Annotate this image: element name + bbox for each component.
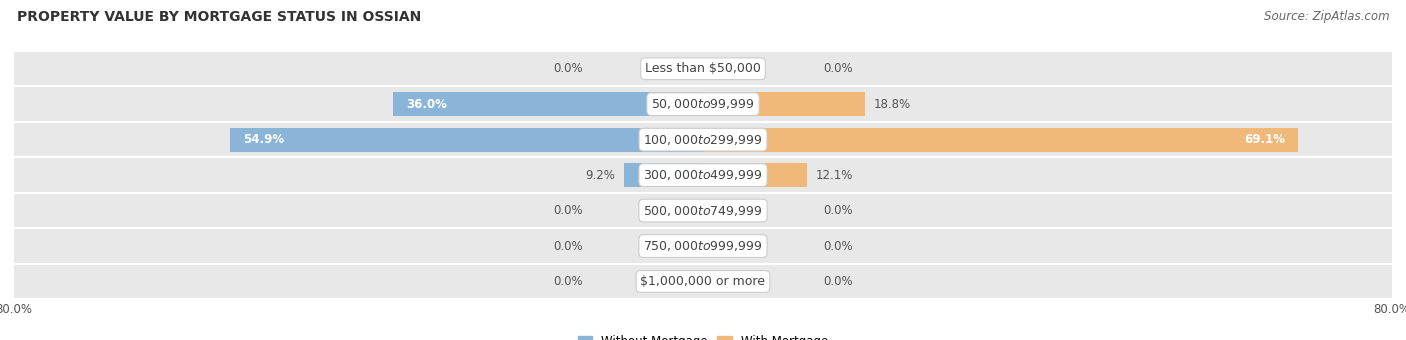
Legend: Without Mortgage, With Mortgage: Without Mortgage, With Mortgage	[578, 335, 828, 340]
Text: 54.9%: 54.9%	[243, 133, 284, 146]
Bar	[14, 51, 1392, 86]
Text: 0.0%: 0.0%	[553, 239, 582, 253]
Text: 0.0%: 0.0%	[824, 275, 853, 288]
Text: 0.0%: 0.0%	[553, 204, 582, 217]
Text: PROPERTY VALUE BY MORTGAGE STATUS IN OSSIAN: PROPERTY VALUE BY MORTGAGE STATUS IN OSS…	[17, 10, 422, 24]
Text: $300,000 to $499,999: $300,000 to $499,999	[644, 168, 762, 182]
Bar	[14, 86, 1392, 122]
Bar	[14, 157, 1392, 193]
Bar	[14, 228, 1392, 264]
Bar	[231, 128, 703, 152]
Bar	[14, 193, 1392, 228]
Text: Source: ZipAtlas.com: Source: ZipAtlas.com	[1264, 10, 1389, 23]
Text: 0.0%: 0.0%	[824, 239, 853, 253]
Bar	[14, 122, 1392, 157]
Bar	[14, 264, 1392, 299]
Bar	[703, 128, 1298, 152]
Text: 0.0%: 0.0%	[824, 62, 853, 75]
Bar	[392, 92, 703, 116]
Text: 36.0%: 36.0%	[406, 98, 447, 111]
Text: 9.2%: 9.2%	[585, 169, 616, 182]
Text: $100,000 to $299,999: $100,000 to $299,999	[644, 133, 762, 147]
Text: 12.1%: 12.1%	[815, 169, 853, 182]
Bar	[624, 163, 703, 187]
Text: 0.0%: 0.0%	[553, 62, 582, 75]
Bar	[703, 92, 865, 116]
Text: $750,000 to $999,999: $750,000 to $999,999	[644, 239, 762, 253]
Text: $50,000 to $99,999: $50,000 to $99,999	[651, 97, 755, 111]
Text: 0.0%: 0.0%	[824, 204, 853, 217]
Text: $1,000,000 or more: $1,000,000 or more	[641, 275, 765, 288]
Text: 69.1%: 69.1%	[1244, 133, 1285, 146]
Text: $500,000 to $749,999: $500,000 to $749,999	[644, 204, 762, 218]
Text: Less than $50,000: Less than $50,000	[645, 62, 761, 75]
Bar	[703, 163, 807, 187]
Text: 18.8%: 18.8%	[873, 98, 911, 111]
Text: 0.0%: 0.0%	[553, 275, 582, 288]
